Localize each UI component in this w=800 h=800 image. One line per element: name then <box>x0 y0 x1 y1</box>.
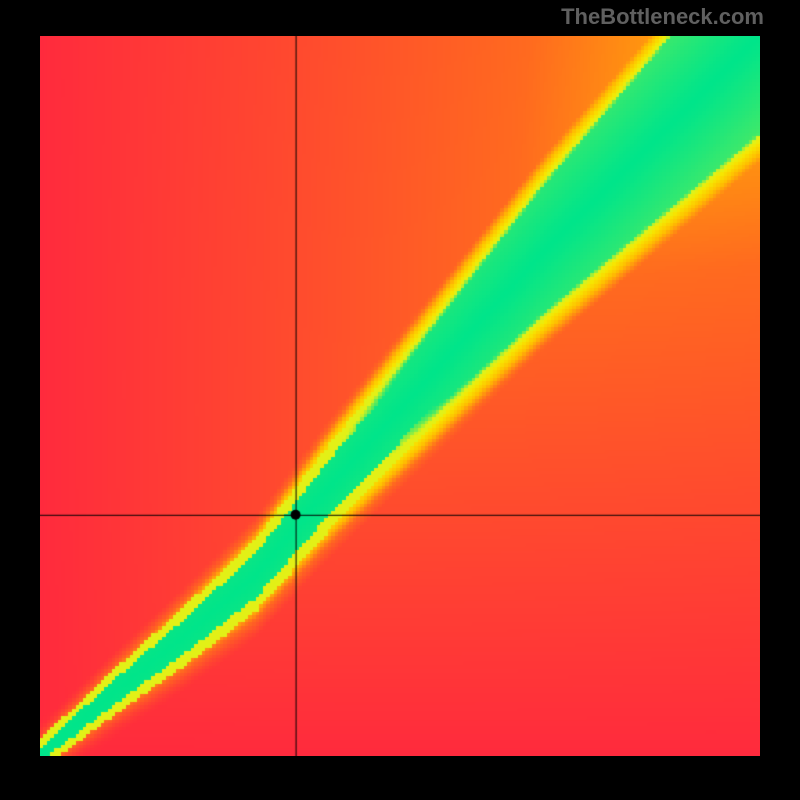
watermark-text: TheBottleneck.com <box>561 4 764 30</box>
bottleneck-heatmap <box>40 36 760 756</box>
